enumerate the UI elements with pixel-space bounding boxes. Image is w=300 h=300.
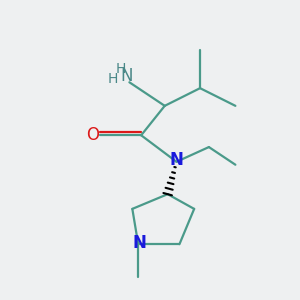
Text: H: H xyxy=(108,72,119,86)
Text: N: N xyxy=(169,151,183,169)
Text: H: H xyxy=(116,62,126,76)
Text: N: N xyxy=(120,67,133,85)
Text: O: O xyxy=(86,126,99,144)
Text: N: N xyxy=(133,234,147,252)
